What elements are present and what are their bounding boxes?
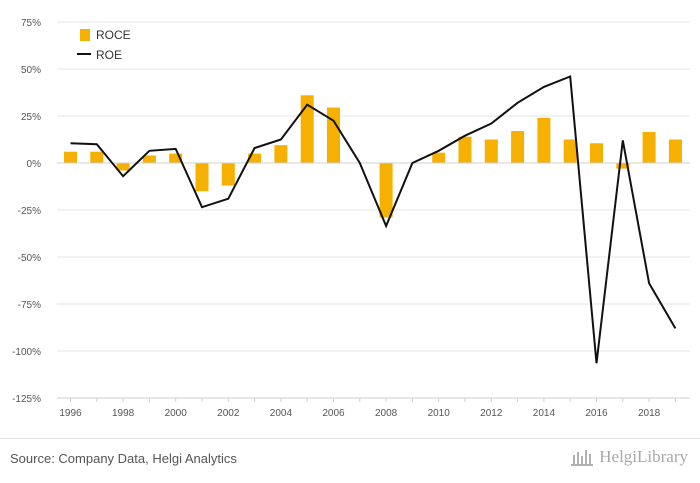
y-tick-label: 25% [21, 112, 41, 123]
roce-bar [300, 95, 314, 163]
y-tick-label: 0% [27, 159, 42, 170]
roce-bar [458, 136, 472, 163]
x-tick-label: 2014 [533, 408, 556, 419]
y-tick-label: 75% [21, 18, 41, 29]
x-tick-label: 1998 [112, 408, 135, 419]
roe-line-group [70, 75, 677, 364]
roce-bar [668, 139, 682, 163]
x-axis: 1996 1998 2000 2002 2004 2006 2008 2010 2012 2014… [57, 397, 690, 419]
x-tick-label: 2002 [217, 408, 240, 419]
y-tick-label: -50% [18, 253, 41, 264]
roce-bar [537, 117, 551, 163]
x-tick-label: 2008 [375, 408, 398, 419]
x-tick-label: 2018 [638, 408, 661, 419]
roce-bar [248, 153, 262, 163]
brand-logo[interactable]: HelgiLibrary [570, 447, 688, 467]
x-tick-label: 2006 [322, 408, 345, 419]
roce-bar [616, 163, 630, 169]
library-icon [571, 450, 594, 466]
roce-bar [432, 152, 446, 163]
roce-bar [590, 143, 603, 163]
legend[interactable]: ROCE ROE [77, 28, 131, 62]
roce-bar [484, 139, 498, 163]
roce-bar [116, 163, 130, 171]
y-tick-label: -100% [12, 347, 41, 358]
x-tick-label: 1996 [59, 408, 82, 419]
roe-line [70, 75, 677, 364]
roce-bar [90, 151, 104, 163]
source-note: Source: Company Data, Helgi Analytics [10, 451, 237, 466]
x-tick-label: 2004 [270, 408, 293, 419]
brand-name: HelgiLibrary [599, 447, 688, 466]
y-tick-label: -75% [18, 300, 41, 311]
roce-bar [142, 155, 156, 163]
chart: 75%50%25%0%-25%-50%-75%-100%-125% 1996 19… [12, 18, 690, 419]
legend-roe-label: ROE [96, 48, 122, 62]
x-tick-label: 2000 [165, 408, 188, 419]
roce-bar [563, 139, 577, 163]
roce-bar [379, 163, 393, 218]
y-tick-label: 50% [21, 65, 41, 76]
x-tick-label: 2010 [428, 408, 451, 419]
y-tick-label: -125% [12, 394, 41, 405]
roce-bar [169, 153, 183, 163]
legend-roce-swatch [80, 29, 90, 41]
legend-roce-label: ROCE [96, 28, 131, 42]
x-tick-label: 2016 [585, 408, 608, 419]
roce-bars [64, 95, 682, 218]
roce-bar [511, 131, 525, 163]
roce-bar [274, 145, 288, 163]
footer-divider [0, 438, 700, 439]
x-tick-label: 2012 [480, 408, 503, 419]
roce-bar [64, 151, 77, 163]
roce-bar [195, 163, 209, 192]
roce-bar [221, 163, 235, 186]
roce-bar [642, 131, 656, 163]
grid-lines [57, 21, 690, 399]
y-tick-label: -25% [18, 206, 41, 217]
roce-bar [327, 107, 340, 163]
y-axis-ticks: 75% 50% 25% 0% -25% -50% -75% -100% -125% [12, 18, 41, 405]
